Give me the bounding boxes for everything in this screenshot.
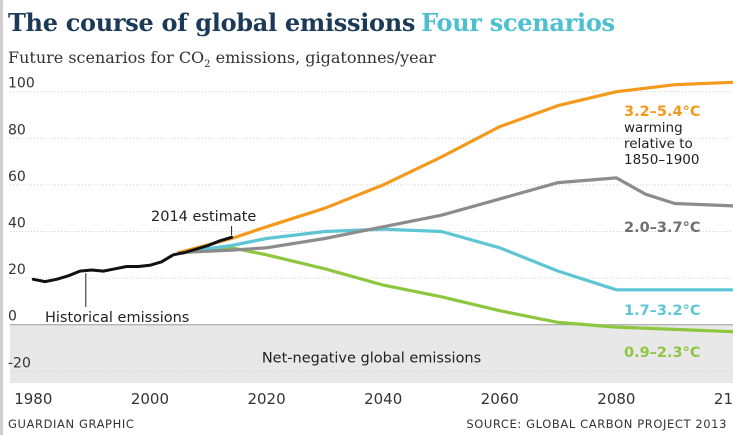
scenario-label-low: 0.9–2.3°C bbox=[624, 345, 701, 361]
y-tick-label: 60 bbox=[8, 169, 26, 185]
series-line-low bbox=[177, 246, 733, 334]
source-label: SOURCE: GLOBAL CARBON PROJECT 2013 bbox=[466, 417, 727, 431]
series-line-mid-low bbox=[177, 227, 733, 292]
y-tick-label: -20 bbox=[8, 355, 31, 371]
y-tick-label: 20 bbox=[8, 262, 26, 278]
subtitle-subscript: 2 bbox=[204, 59, 211, 71]
series-line-historical bbox=[31, 235, 234, 284]
scenario-label-mid-high: 2.0–3.7°C bbox=[624, 220, 701, 236]
series-line-high bbox=[177, 80, 733, 255]
y-tick-label: 100 bbox=[8, 76, 35, 92]
scenario-label-high: relative to bbox=[624, 136, 693, 152]
x-tick-label: 2000 bbox=[131, 390, 169, 408]
y-tick-label: 80 bbox=[8, 122, 26, 138]
estimate-annotation: 2014 estimate bbox=[151, 209, 256, 225]
x-tick-label: 2040 bbox=[364, 390, 402, 408]
negative-region-label: Net-negative global emissions bbox=[262, 350, 481, 366]
x-tick-label: 2100 bbox=[714, 390, 733, 408]
subtitle-suffix: emissions, gigatonnes/year bbox=[210, 48, 436, 67]
scenario-label-high: warming bbox=[624, 120, 683, 136]
y-tick-label: 40 bbox=[8, 216, 26, 232]
credit-label: GUARDIAN GRAPHIC bbox=[8, 417, 135, 431]
chart-subtitle: Future scenarios for CO2 emissions, giga… bbox=[8, 48, 436, 70]
chart-title-highlight: Four scenarios bbox=[421, 8, 615, 37]
x-tick-label: 1980 bbox=[14, 390, 52, 408]
negative-emissions-band bbox=[10, 324, 733, 383]
subtitle-prefix: Future scenarios for CO bbox=[8, 48, 205, 67]
scenario-label-high: 1850–1900 bbox=[624, 152, 699, 168]
x-tick-label: 2020 bbox=[247, 390, 285, 408]
x-tick-label: 2060 bbox=[481, 390, 519, 408]
scenario-label-mid-low: 1.7–3.2°C bbox=[624, 303, 701, 319]
chart-title: The course of global emissions bbox=[8, 8, 416, 37]
scenario-label-high: 3.2–5.4°C bbox=[624, 104, 701, 120]
x-tick-label: 2080 bbox=[597, 390, 635, 408]
historical-annotation: Historical emissions bbox=[45, 310, 189, 326]
series-line-mid-high bbox=[177, 176, 733, 255]
y-tick-label: 0 bbox=[8, 309, 17, 325]
title-row: The course of global emissions Four scena… bbox=[8, 8, 733, 44]
